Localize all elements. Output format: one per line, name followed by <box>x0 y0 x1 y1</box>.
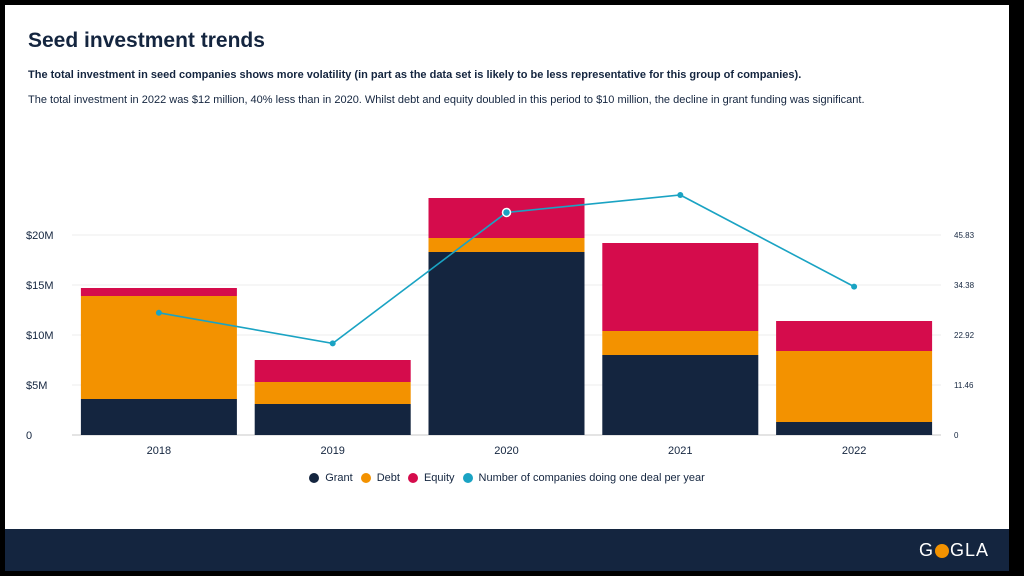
bar-debt-2019 <box>254 382 411 404</box>
x-tick-label: 2022 <box>842 445 866 457</box>
legend-swatch-icon <box>360 473 371 483</box>
logo-text-end: GLA <box>949 540 989 560</box>
x-tick-label: 2021 <box>668 445 692 457</box>
bar-grant-2020 <box>428 252 585 435</box>
bar-equity-2022 <box>776 321 933 351</box>
bar-grant-2021 <box>602 355 759 435</box>
legend-label: Equity <box>423 472 455 484</box>
y-tick-label: $10M <box>26 330 54 342</box>
legend-swatch-icon <box>309 473 320 483</box>
legend-item: Grant <box>309 472 353 484</box>
bar-equity-2018 <box>80 288 237 296</box>
y-tick-label: $5M <box>26 380 47 392</box>
logo-sun-icon <box>934 543 949 558</box>
footer-bar: G GLA <box>5 529 1009 571</box>
bar-grant-2022 <box>776 422 933 435</box>
bar-grant-2019 <box>254 404 411 435</box>
slide: Seed investment trends The total investm… <box>5 5 1009 571</box>
bar-grant-2018 <box>80 399 237 435</box>
legend-label: Debt <box>376 472 400 484</box>
page-description: The total investment in 2022 was $12 mil… <box>28 94 865 106</box>
logo-text-start: G <box>918 540 934 560</box>
x-tick-label: 2019 <box>320 445 344 457</box>
companies-point-2020 <box>501 207 512 218</box>
bar-equity-2020 <box>428 198 585 238</box>
companies-point-2018 <box>155 309 162 316</box>
legend-label: Number of companies doing one deal per y… <box>478 472 705 484</box>
page-title: Seed investment trends <box>28 29 265 52</box>
x-tick-label: 2020 <box>494 445 518 457</box>
y2-tick-label: 45.83 <box>954 231 975 240</box>
legend-swatch-icon <box>407 473 418 483</box>
y2-tick-label: 34.38 <box>954 281 975 290</box>
y-tick-label: $15M <box>26 280 54 292</box>
bar-debt-2020 <box>428 238 585 252</box>
legend-swatch-icon <box>462 473 473 483</box>
page-subtitle: The total investment in seed companies s… <box>28 69 802 81</box>
stacked-bar-chart: 0 $5M $10M $15M $20M 0 11.46 22.92 34.38 45.83 201… <box>26 191 975 457</box>
bar-equity-2021 <box>602 243 759 331</box>
bar-equity-2019 <box>254 360 411 382</box>
companies-point-2019 <box>329 340 336 347</box>
legend-item: Equity <box>407 472 455 484</box>
legend-label: Grant <box>325 472 353 484</box>
bar-debt-2022 <box>776 351 933 422</box>
legend-item: Number of companies doing one deal per y… <box>462 472 705 484</box>
y2-tick-label: 22.92 <box>954 331 975 340</box>
bar-debt-2021 <box>602 331 759 355</box>
y-tick-label: 0 <box>26 430 32 442</box>
y-tick-label: $20M <box>26 230 54 242</box>
companies-point-2022 <box>851 283 858 290</box>
companies-point-2021 <box>677 191 684 198</box>
legend-item: Debt <box>360 472 400 484</box>
y2-tick-label: 11.46 <box>954 381 974 390</box>
chart-legend: Grant Debt Equity Number of companies doing… <box>5 472 1009 486</box>
x-tick-label: 2018 <box>147 445 171 457</box>
y2-tick-label: 0 <box>954 431 959 440</box>
gogla-logo: G GLA <box>919 540 989 561</box>
